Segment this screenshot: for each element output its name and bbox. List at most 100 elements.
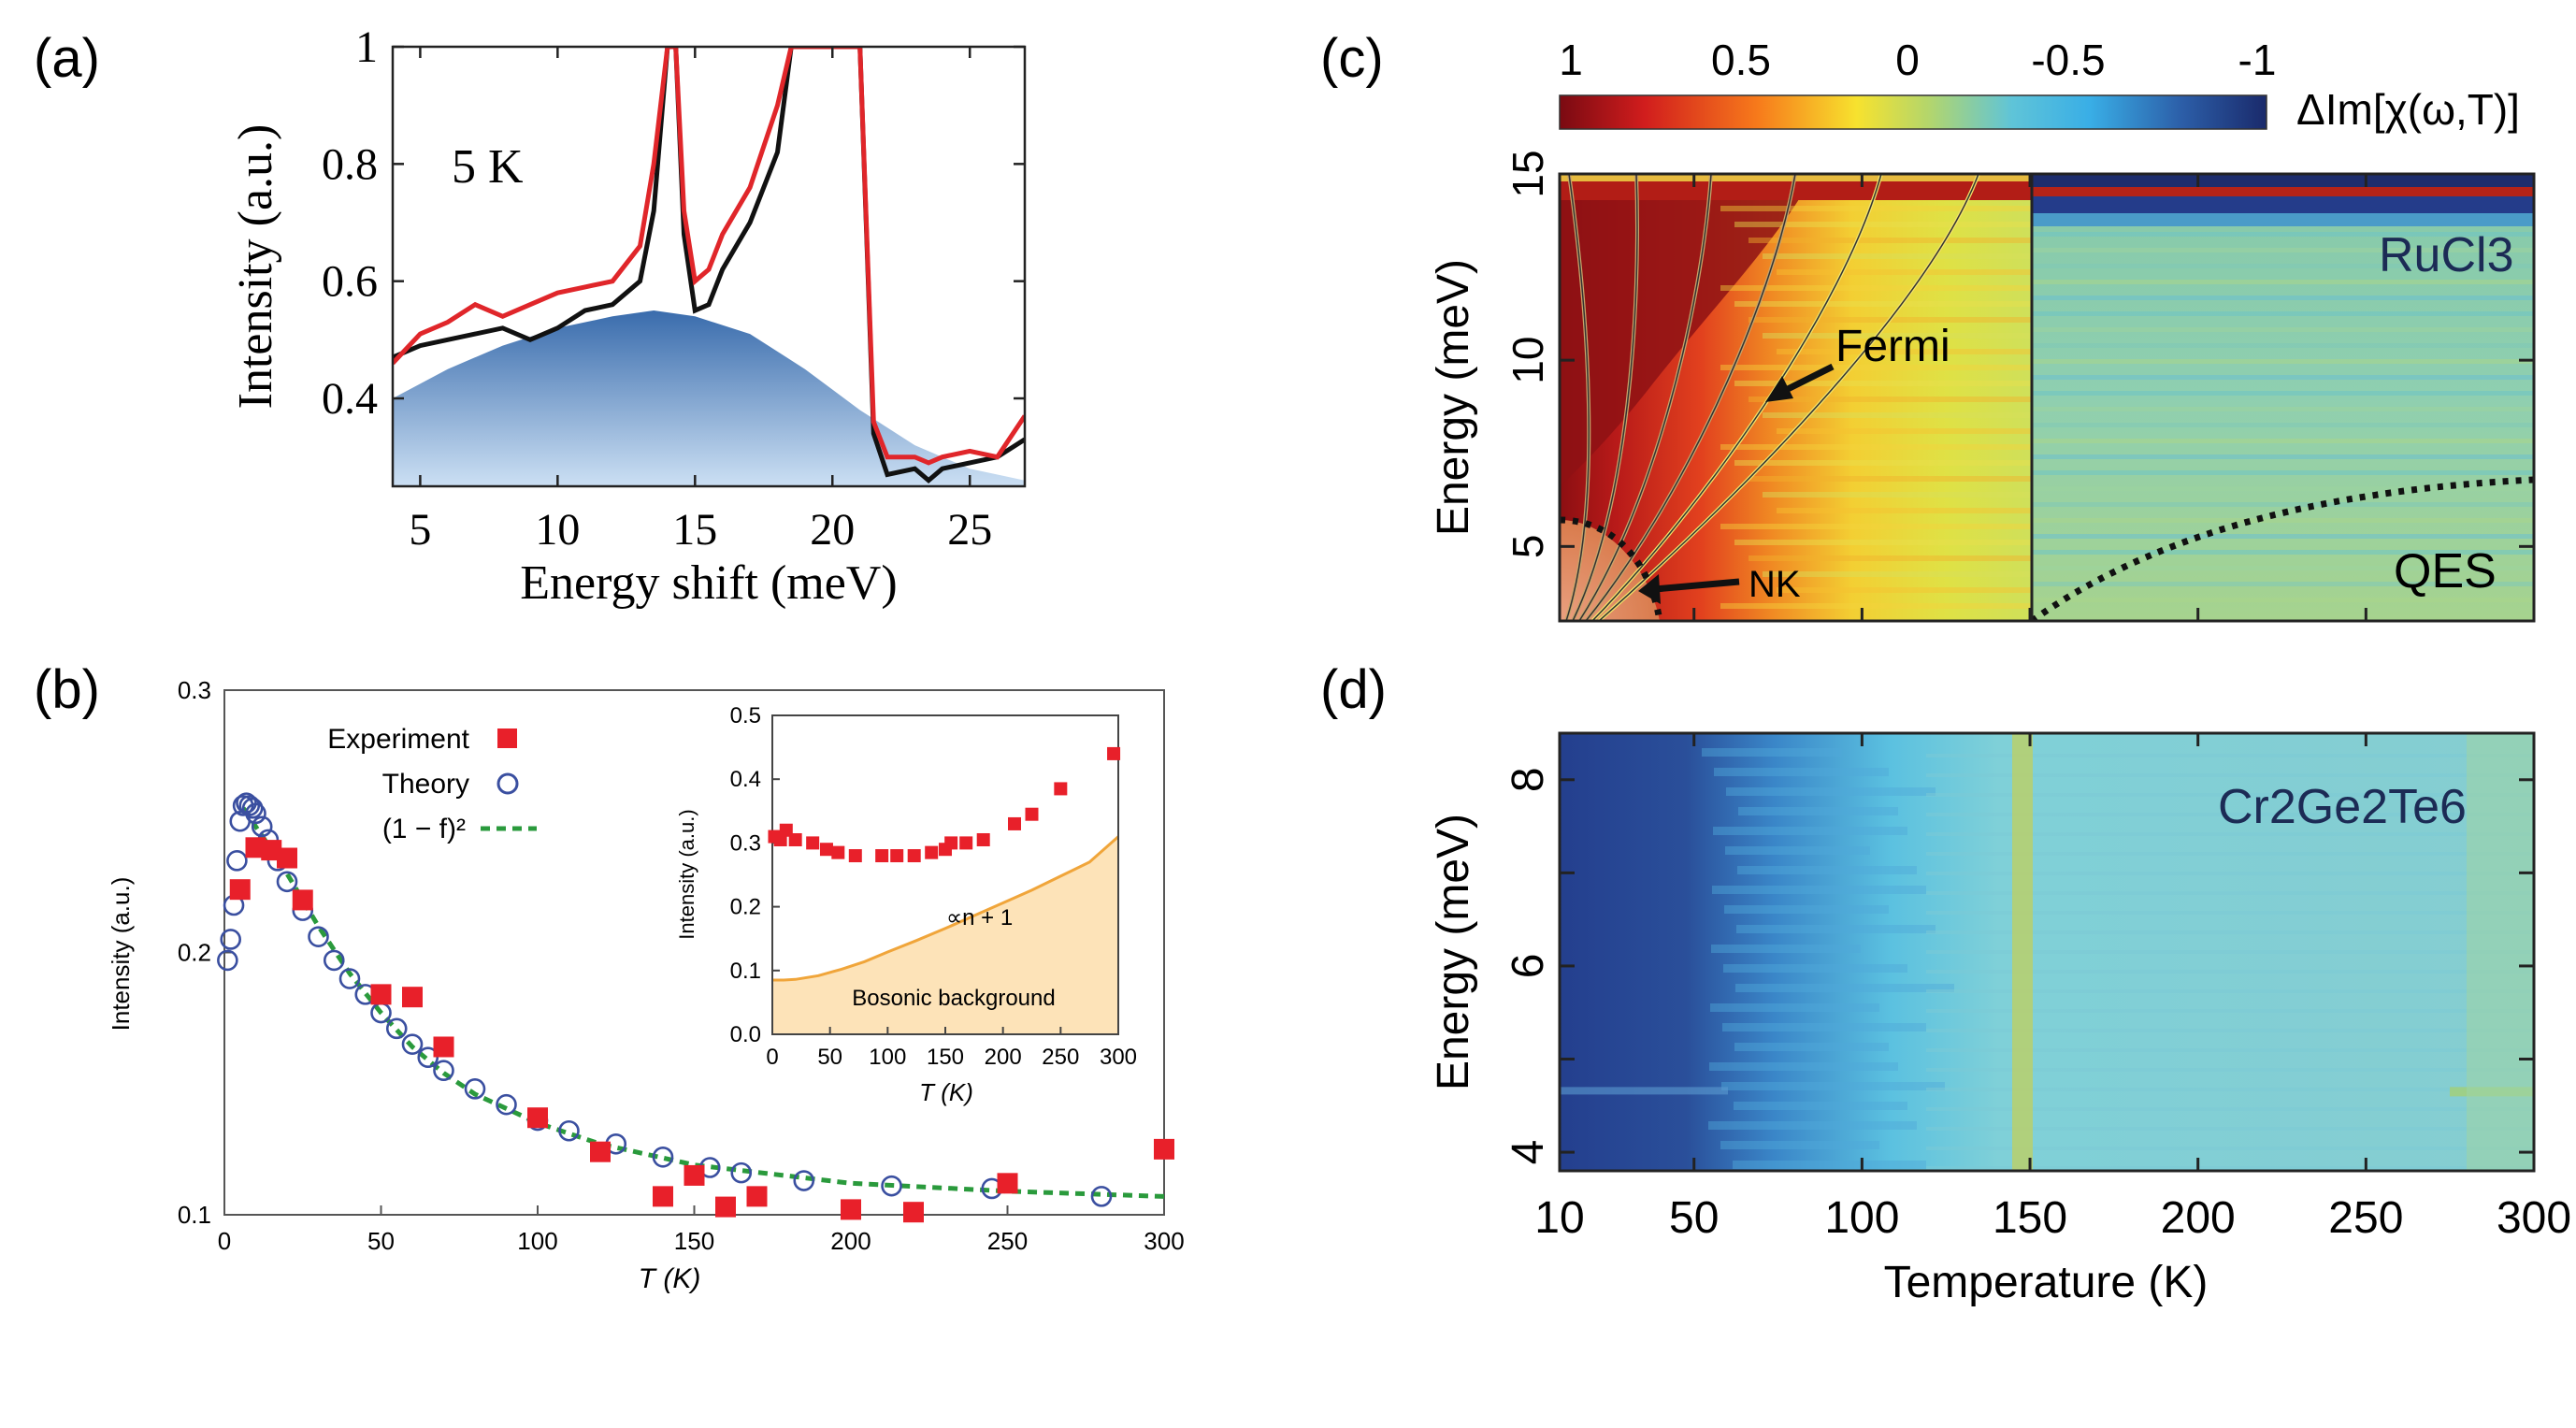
a-xtick-label: 10 [535, 505, 580, 555]
a-ytick-label: 0.8 [322, 139, 378, 189]
c-nk-arrow [1654, 578, 1740, 593]
inset-point [819, 843, 833, 857]
b-experiment-point [997, 1173, 1018, 1194]
b-theory-point [323, 949, 345, 972]
d-streak [1734, 1043, 1889, 1051]
b-legend-experiment-marker [497, 728, 517, 748]
c-ytick-label: 5 [1504, 535, 1552, 559]
c-streak [1777, 428, 2088, 434]
inset-point [890, 849, 904, 863]
b-ytick-label: 0.2 [178, 939, 211, 967]
c-streak [1720, 603, 2032, 609]
d-streak-right [1926, 1068, 2534, 1072]
c-streak-right [2032, 423, 2534, 427]
d-right-band [2467, 733, 2534, 1171]
d-streak [1702, 748, 1842, 757]
c-streak-right [2032, 296, 2534, 300]
c-streak [1777, 587, 2088, 593]
b-theory-point [251, 815, 273, 838]
b-xtick-label: 100 [517, 1227, 557, 1255]
a-axes-frame [391, 45, 1027, 488]
d-streak-right [1926, 832, 2534, 836]
c-streak-right [2032, 518, 2534, 523]
c-streak-right [2032, 534, 2534, 539]
c-streak-right [2032, 502, 2534, 507]
d-streaks [1560, 748, 2534, 1170]
c-ylabel: Energy (meV) [1429, 259, 1478, 536]
d-streak [1723, 964, 1907, 973]
panel-a: 5 10 15 20 25 1 0.8 0.6 0.4 5 K Energy shift (me… [229, 22, 1027, 610]
inset-xtick-label: 300 [1100, 1045, 1137, 1070]
c-nk-label: NK [1749, 564, 1801, 605]
c-streak [1777, 508, 2088, 513]
d-xtick-label: 50 [1669, 1193, 1719, 1243]
b-theory-point [464, 1078, 486, 1100]
b-ylabel: Intensity (a.u.) [107, 877, 135, 1031]
c-streak [1720, 285, 2032, 291]
b-experiment-point [841, 1199, 861, 1220]
d-streak-right [1926, 754, 2534, 757]
inset-point [875, 849, 889, 863]
c-colorbar-tick-label: -1 [2238, 36, 2277, 84]
c-top-band-right-red [2032, 187, 2534, 196]
c-streak-right [2032, 391, 2534, 396]
d-streak-right [1926, 930, 2534, 934]
c-streak-right [2032, 470, 2534, 475]
d-streak-right [1926, 872, 2534, 875]
d-xtick-label: 250 [2328, 1193, 2403, 1243]
c-fermi-label: Fermi [1835, 322, 1950, 371]
b-theory-point [245, 802, 266, 825]
b-experiment-point [370, 984, 392, 1005]
b-experiment-point [653, 1186, 673, 1207]
d-ytick-label: 8 [1504, 767, 1553, 792]
inset-point [959, 836, 973, 850]
inset-xtick-label: 250 [1042, 1045, 1079, 1070]
d-xlabel: Temperature (K) [1884, 1258, 2209, 1307]
b-theory-point [496, 1093, 517, 1116]
c-streak [1749, 397, 2060, 402]
d-streak-right [1926, 1048, 2534, 1052]
b-experiment-point [1154, 1138, 1174, 1160]
c-streak [1749, 476, 2060, 482]
b-experiment-point [277, 847, 297, 869]
d-streak-right [1926, 950, 2534, 954]
inset-point [944, 836, 958, 850]
b-legend-experiment: Experiment [327, 724, 469, 755]
inset-point [831, 845, 845, 859]
c-streak-right [2032, 582, 2534, 586]
c-streak-right [2032, 359, 2534, 364]
b-theory-point [433, 1060, 454, 1082]
a-ytick-label: 1 [355, 22, 378, 72]
c-fermi-curve-edge [1585, 174, 1796, 621]
d-streak-right [1926, 970, 2534, 974]
c-streak-right [2032, 280, 2534, 284]
c-streak [1734, 222, 2046, 227]
b-xtick-label: 300 [1144, 1227, 1184, 1255]
d-streak-right [1926, 1029, 2534, 1032]
d-ylabel: Energy (meV) [1429, 814, 1478, 1090]
inset-point [976, 832, 990, 846]
d-streak-right [1926, 989, 2534, 993]
c-streak-right [2032, 407, 2534, 411]
c-streak-right [2032, 264, 2534, 268]
c-nk-arrowhead [1638, 574, 1661, 604]
a-xtick-label: 5 [409, 505, 431, 555]
d-streak-right [1926, 891, 2534, 895]
b-ytick-label: 0.1 [178, 1201, 211, 1229]
panel-label-a: (a) [34, 28, 100, 89]
b-xtick-label: 250 [987, 1227, 1028, 1255]
d-streak [1721, 1082, 1945, 1090]
c-streak [1720, 524, 2032, 529]
b-theory-point [652, 1146, 674, 1168]
c-colorbar-tick-label: 0 [1895, 36, 1920, 84]
d-xtick-label: 10 [1534, 1193, 1584, 1243]
d-streak [1713, 827, 1907, 835]
c-streak-right [2032, 232, 2534, 237]
inset-ytick-label: 0.2 [730, 895, 761, 920]
b-experiment-point [715, 1196, 736, 1218]
inset-fill-label: Bosonic background [852, 986, 1055, 1011]
b-theory-point [881, 1175, 902, 1197]
b-experiment-points [229, 837, 1174, 1223]
a-bosonic-fill [393, 310, 1025, 486]
panel-d: 10 50 100 150 200 250 300 4 6 8 Cr2Ge2Te6 Tempera… [1429, 731, 2571, 1307]
